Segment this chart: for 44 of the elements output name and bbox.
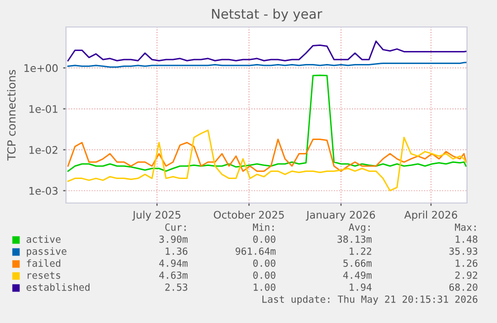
legend-label: active: [26, 235, 61, 243]
y-tick-label: 1e-01: [29, 105, 58, 113]
text: 1.48: [456, 235, 478, 243]
chart-title: Netstat - by year: [212, 8, 322, 22]
text: 35.93: [449, 247, 478, 255]
y-tick-label: 1e-02: [29, 146, 58, 154]
text: 0.00: [253, 235, 276, 243]
text: 2.92: [455, 271, 478, 279]
text: 1.00: [254, 283, 276, 291]
text: Cur:: [165, 223, 186, 231]
text: 1.22: [350, 247, 372, 255]
y-axis-title: TCP connections: [7, 70, 16, 161]
line-series: [67, 138, 467, 172]
text: 2.53: [165, 283, 188, 291]
text: Min:: [252, 223, 274, 231]
text: 0.00: [253, 271, 276, 279]
text: 1.26: [456, 259, 478, 267]
legend-label: resets: [28, 272, 60, 279]
text: 0.00: [253, 259, 276, 267]
line-series: [67, 74, 467, 172]
text: Last update: Thu May 21 20:15:31 2026: [262, 295, 478, 305]
text: Max:: [454, 224, 476, 231]
x-tick-label: October 2025: [214, 210, 284, 219]
text: 3.90m: [159, 235, 188, 243]
text: 4.63m: [159, 271, 188, 279]
text: 38.13m: [338, 235, 372, 243]
legend-label: failed: [26, 259, 60, 267]
x-tick-label: July 2025: [132, 210, 180, 221]
text: 4.49m: [343, 271, 372, 279]
text: 5.66m: [343, 259, 372, 267]
legend-label: passive: [26, 247, 66, 257]
text: 1.36: [166, 247, 188, 255]
text: 4.94m: [159, 259, 188, 267]
line-series: [67, 40, 467, 62]
text: 68.20: [449, 283, 478, 291]
text: 1.94: [350, 283, 372, 291]
x-tick-label: April 2026: [404, 210, 458, 221]
x-tick-label: January 2026: [306, 210, 375, 221]
y-tick-label: 1e-03: [29, 186, 58, 195]
text: 961.64m: [236, 247, 276, 255]
legend-label: established: [26, 283, 90, 291]
y-tick-label: 1e+00: [24, 64, 58, 72]
line-series: [67, 130, 467, 192]
text: Avg:: [348, 224, 370, 233]
